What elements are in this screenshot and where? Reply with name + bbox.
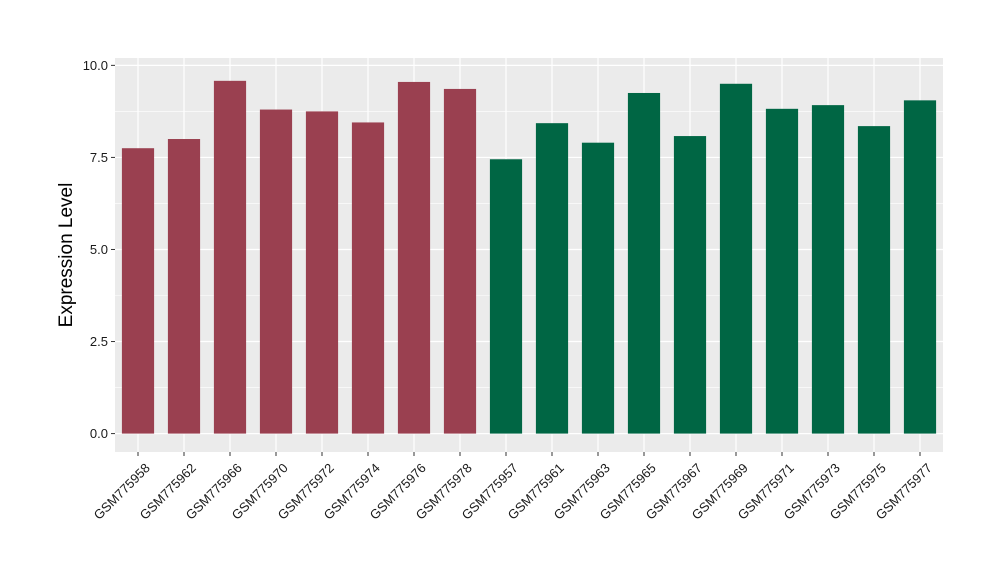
bar-GSM775975 [857,126,891,434]
bar-GSM775972 [305,111,339,434]
bar-GSM775962 [167,139,201,434]
bar-GSM775970 [259,109,293,434]
bar-GSM775976 [397,81,431,434]
y-axis-title: Expression Level [56,183,77,328]
bar-GSM775966 [213,80,247,434]
y-tick-label: 7.5 [90,150,108,165]
y-tick-label: 0.0 [90,426,108,441]
bar-GSM775971 [765,108,799,434]
y-tick-label: 5.0 [90,242,108,257]
bar-GSM775977 [903,100,937,434]
bar-GSM775965 [627,92,661,434]
bar-GSM775969 [719,83,753,434]
bar-GSM775963 [581,142,615,434]
bar-GSM775974 [351,122,385,434]
bar-GSM775958 [121,148,155,434]
y-axis-ticks: 0.0 2.5 5.0 7.5 10.0 [83,58,115,441]
x-axis-ticks: GSM775958GSM775962GSM775966GSM775970GSM7… [91,452,935,523]
bar-GSM775961 [535,123,569,434]
bar-GSM775957 [489,159,523,434]
bar-GSM775973 [811,105,845,434]
bars [121,80,937,434]
y-tick-label: 10.0 [83,58,108,73]
bar-GSM775978 [443,88,477,434]
y-tick-label: 2.5 [90,334,108,349]
bar-GSM775967 [673,136,707,434]
plot-panel [115,58,943,452]
